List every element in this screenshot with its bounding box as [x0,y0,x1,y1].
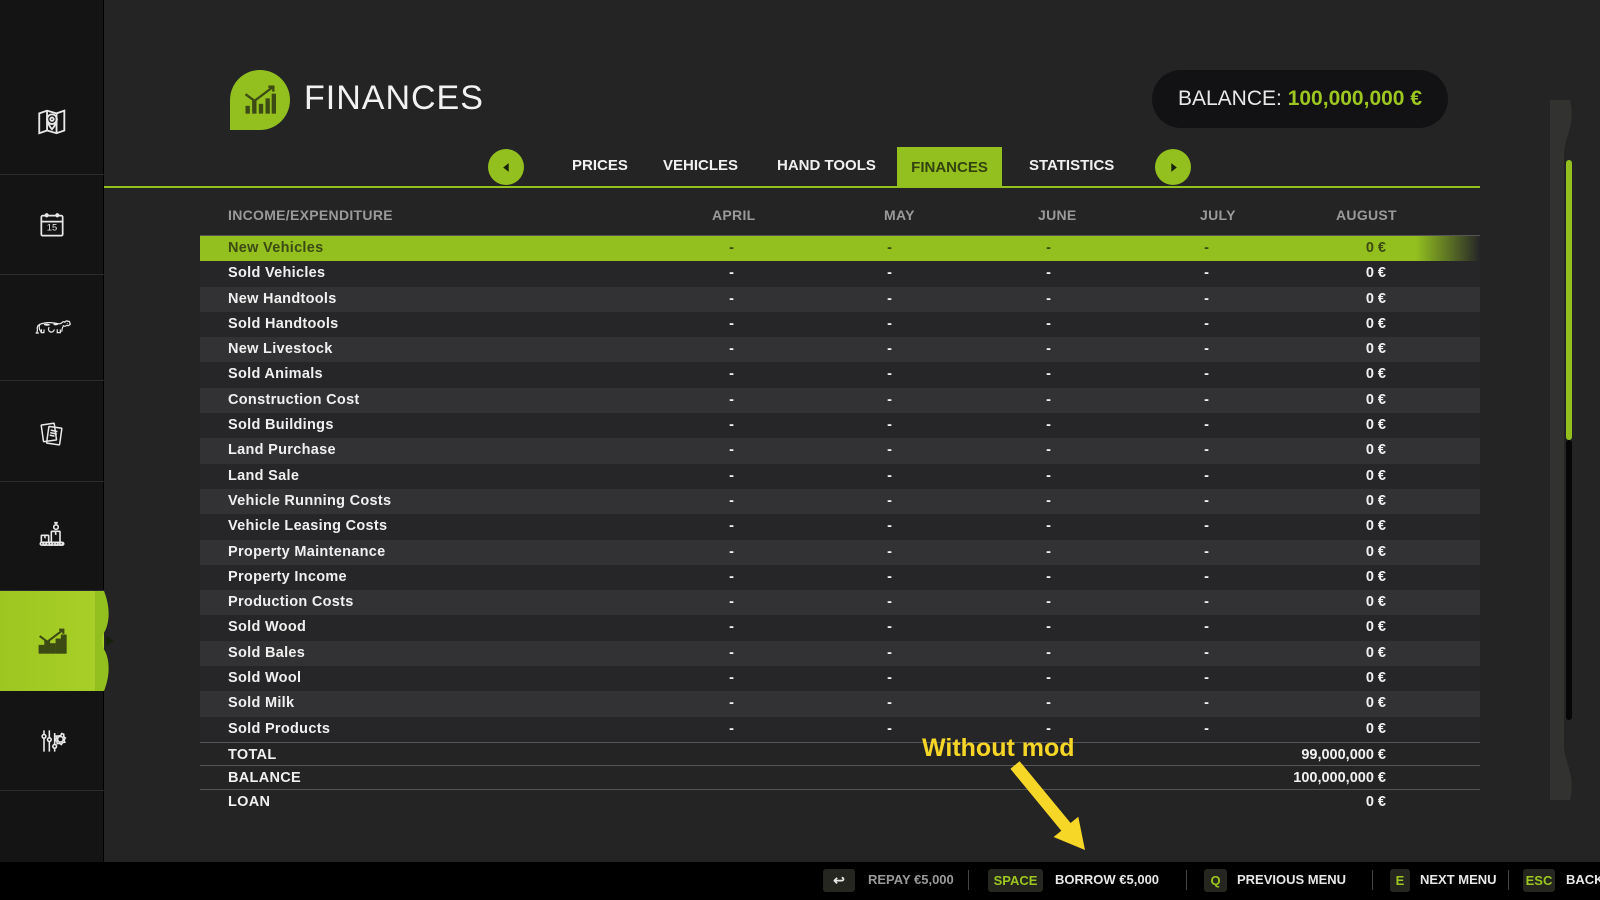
svg-text:15: 15 [47,222,57,232]
